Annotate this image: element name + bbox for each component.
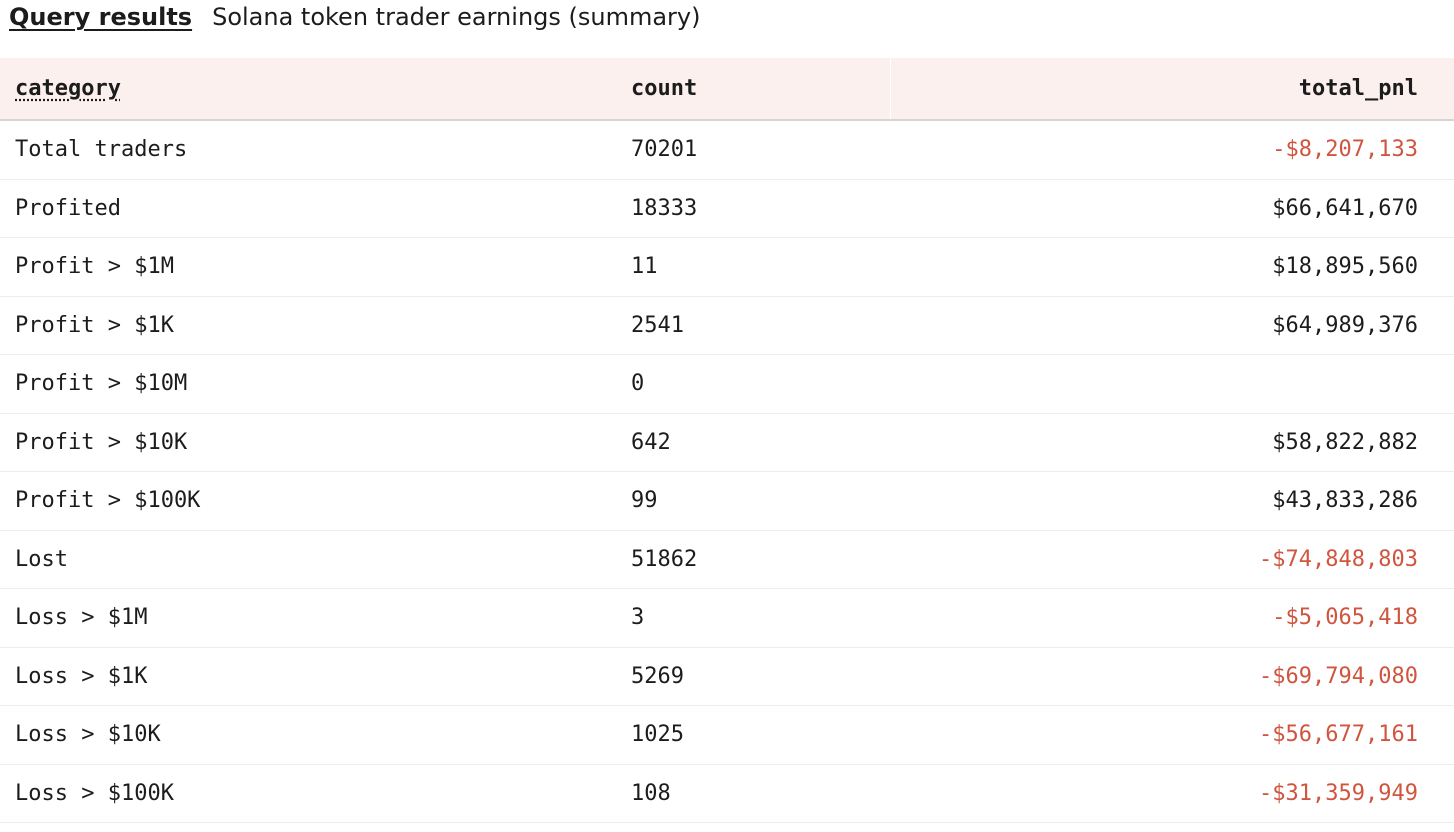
cell-category: Profit > $1K — [15, 312, 174, 338]
cell-category: Loss > $10K — [15, 722, 161, 748]
cell-count: 5269 — [631, 663, 684, 689]
table-row[interactable]: Profit > $100K 99 $43,833,286 — [0, 472, 1454, 531]
column-header-category[interactable]: category — [15, 76, 121, 101]
cell-total-pnl: $43,833,286 — [1272, 488, 1418, 514]
cell-category: Loss > $100K — [15, 780, 174, 806]
table-body: Total traders 70201 -$8,207,133 Profited 183… — [0, 121, 1454, 823]
cell-count: 51862 — [631, 546, 698, 572]
cell-count: 1025 — [631, 722, 684, 748]
table-row[interactable]: Profit > $10K 642 $58,822,882 — [0, 414, 1454, 472]
cell-total-pnl: -$8,207,133 — [1272, 137, 1418, 163]
cell-category: Loss > $1M — [15, 605, 148, 631]
cell-count: 0 — [631, 371, 645, 397]
table-row[interactable]: Loss > $100K 108 -$31,359,949 — [0, 765, 1454, 823]
cell-total-pnl: -$5,065,418 — [1272, 605, 1418, 631]
table-row[interactable]: Profit > $1K 2541 $64,989,376 — [0, 297, 1454, 355]
column-header-total-pnl[interactable]: total_pnl — [1298, 76, 1418, 101]
table-header-row: category count total_pnl — [0, 58, 1454, 121]
cell-total-pnl: -$74,848,803 — [1259, 546, 1418, 572]
cell-count: 3 — [631, 605, 645, 631]
table-row[interactable]: Profit > $1M 11 $18,895,560 — [0, 238, 1454, 297]
cell-total-pnl: $58,822,882 — [1272, 429, 1418, 455]
cell-count: 108 — [631, 780, 671, 806]
cell-count: 18333 — [631, 195, 698, 221]
cell-total-pnl: $66,641,670 — [1272, 195, 1418, 221]
query-title: Solana token trader earnings (summary) — [212, 3, 701, 31]
cell-category: Profited — [15, 195, 121, 221]
table-row[interactable]: Lost 51862 -$74,848,803 — [0, 531, 1454, 589]
results-table: category count total_pnl Total traders 70… — [0, 58, 1454, 823]
cell-count: 2541 — [631, 312, 684, 338]
column-divider — [890, 58, 891, 119]
cell-category: Loss > $1K — [15, 663, 148, 689]
cell-total-pnl: $18,895,560 — [1272, 254, 1418, 280]
cell-category: Total traders — [15, 137, 188, 163]
cell-category: Profit > $1M — [15, 254, 174, 280]
table-row[interactable]: Loss > $1K 5269 -$69,794,080 — [0, 648, 1454, 706]
cell-category: Profit > $100K — [15, 488, 201, 514]
column-header-count[interactable]: count — [631, 76, 698, 101]
cell-count: 11 — [631, 254, 658, 280]
table-row[interactable]: Total traders 70201 -$8,207,133 — [0, 121, 1454, 180]
table-row[interactable]: Profit > $10M 0 — [0, 355, 1454, 414]
cell-count: 642 — [631, 429, 671, 455]
table-row[interactable]: Loss > $1M 3 -$5,065,418 — [0, 589, 1454, 648]
cell-total-pnl: $64,989,376 — [1272, 312, 1418, 338]
table-row[interactable]: Loss > $10K 1025 -$56,677,161 — [0, 706, 1454, 765]
cell-count: 99 — [631, 488, 658, 514]
cell-total-pnl: -$69,794,080 — [1259, 663, 1418, 689]
cell-total-pnl: -$56,677,161 — [1259, 722, 1418, 748]
cell-total-pnl: -$31,359,949 — [1259, 780, 1418, 806]
cell-category: Profit > $10M — [15, 371, 188, 397]
cell-category: Lost — [15, 546, 68, 572]
results-header: Query results Solana token trader earnin… — [9, 0, 701, 34]
query-results-tab[interactable]: Query results — [9, 3, 193, 31]
cell-category: Profit > $10K — [15, 429, 188, 455]
table-row[interactable]: Profited 18333 $66,641,670 — [0, 180, 1454, 238]
cell-count: 70201 — [631, 137, 698, 163]
